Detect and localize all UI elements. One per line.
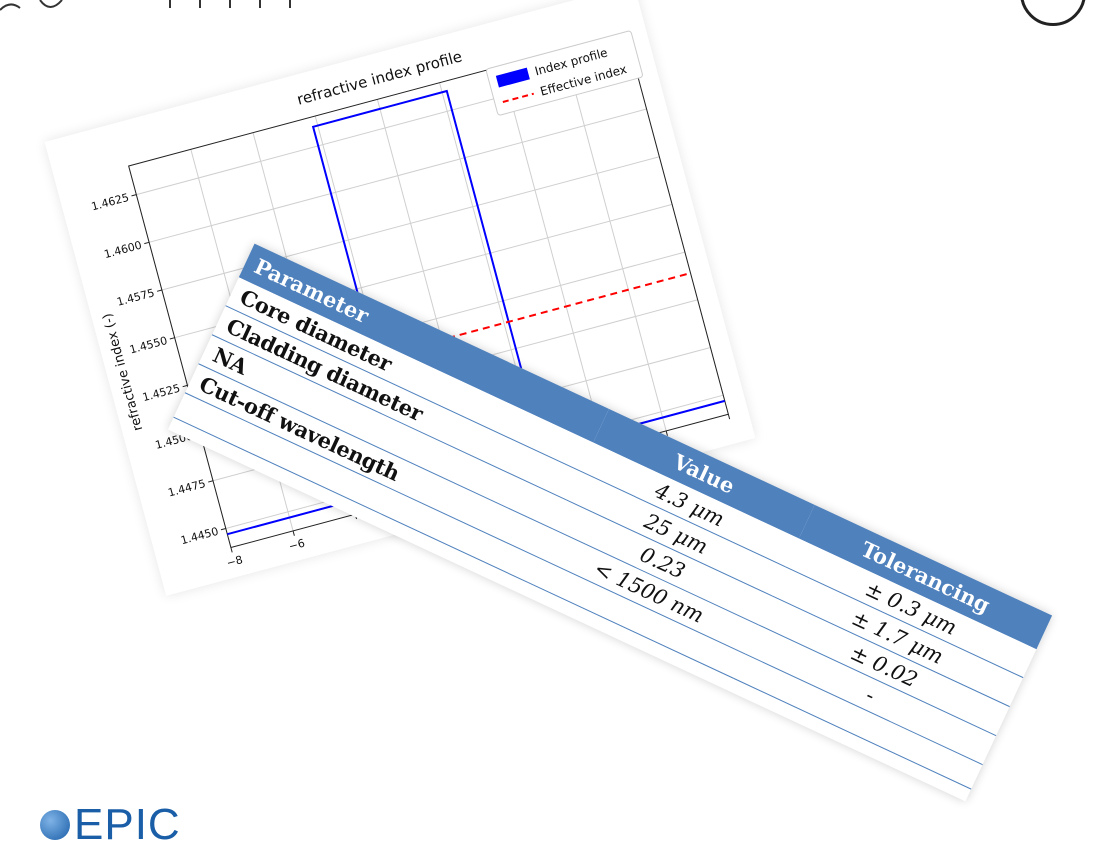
y-tick-label: 1.4450 bbox=[179, 525, 220, 548]
chart-title: refractive index profile bbox=[295, 47, 464, 108]
y-axis-label: refractive index (-) bbox=[100, 311, 146, 432]
x-tick-label: −6 bbox=[287, 537, 306, 554]
y-tick-label: 1.4625 bbox=[90, 191, 131, 214]
y-tick-mark bbox=[131, 194, 137, 197]
legend: Index profile Effective index bbox=[485, 30, 643, 116]
y-tick-label: 1.4550 bbox=[128, 334, 169, 357]
y-tick-mark bbox=[182, 384, 188, 388]
grid-line-x bbox=[501, 65, 605, 448]
logo-globe-icon bbox=[40, 810, 70, 840]
legend-swatch-index-profile bbox=[495, 67, 530, 88]
x-tick-label: −8 bbox=[225, 553, 244, 570]
x-tick-mark bbox=[230, 547, 233, 553]
epic-logo: EPIC bbox=[40, 800, 181, 850]
y-tick-label: 1.4575 bbox=[115, 286, 156, 309]
y-tick-mark bbox=[208, 480, 214, 483]
y-tick-mark bbox=[144, 241, 150, 245]
x-tick-mark bbox=[727, 414, 731, 420]
y-tick-mark bbox=[220, 527, 226, 531]
legend-swatch-effective-index bbox=[502, 92, 535, 103]
decorative-arc bbox=[1020, 0, 1086, 26]
y-tick-label: 1.4600 bbox=[103, 239, 144, 262]
legend-box bbox=[485, 30, 643, 116]
grid-line-x bbox=[563, 49, 667, 432]
y-tick-label: 1.4525 bbox=[141, 382, 182, 405]
y-tick-mark bbox=[169, 337, 175, 340]
logo-text: EPIC bbox=[74, 800, 181, 849]
x-tick-mark bbox=[292, 530, 295, 536]
x-tick-mark bbox=[665, 430, 668, 436]
y-tick-mark bbox=[156, 289, 163, 292]
y-tick-label: 1.4475 bbox=[167, 477, 208, 500]
cropped-heading-strokes bbox=[0, 0, 291, 11]
